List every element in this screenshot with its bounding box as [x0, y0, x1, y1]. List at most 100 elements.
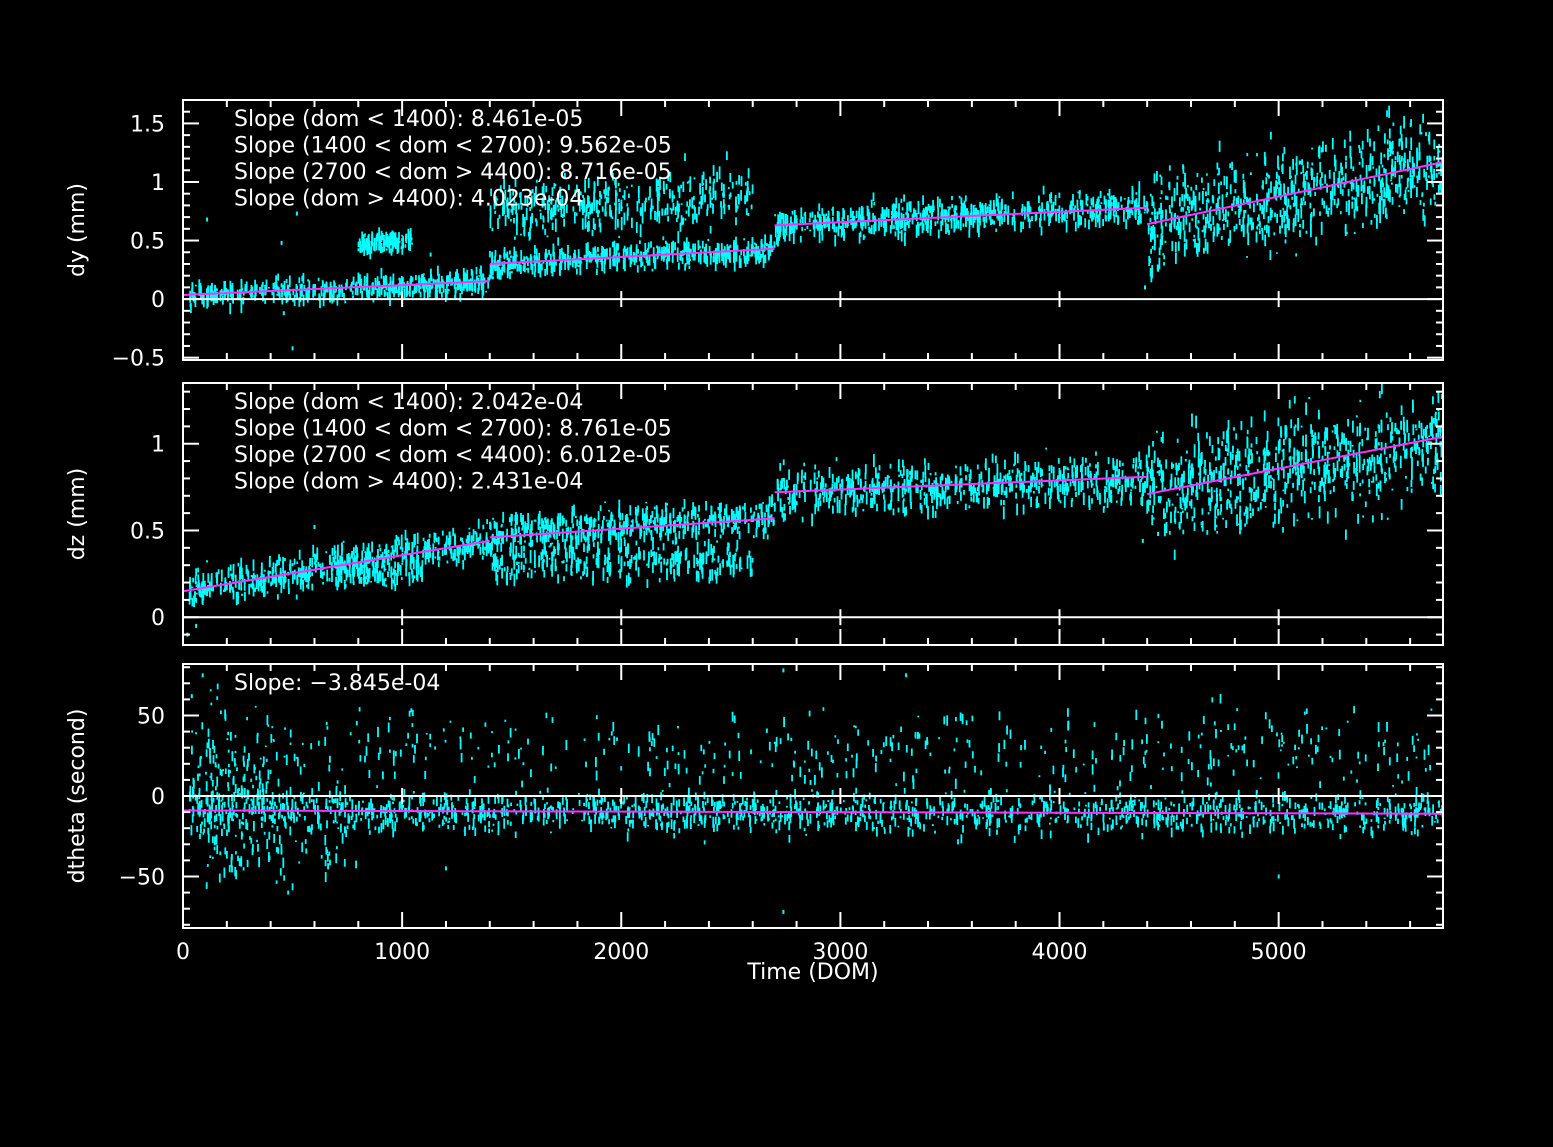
data-point: [261, 563, 263, 574]
data-point: [783, 459, 785, 465]
data-point: [1130, 483, 1132, 486]
data-point: [710, 544, 712, 555]
data-point: [299, 550, 301, 560]
data-point: [609, 553, 611, 560]
y-tick-label: −0.5: [112, 347, 165, 372]
data-point: [736, 549, 738, 552]
data-point: [1179, 197, 1181, 206]
data-point: [631, 555, 633, 564]
data-point: [873, 202, 875, 205]
data-point: [777, 214, 779, 224]
data-point: [1084, 218, 1086, 227]
data-point: [207, 573, 209, 583]
data-point: [609, 248, 611, 257]
data-point: [1023, 505, 1025, 515]
data-point: [241, 300, 243, 313]
data-point: [1021, 479, 1023, 490]
data-point: [353, 277, 355, 285]
data-point: [1187, 194, 1189, 201]
data-point: [600, 505, 602, 511]
data-point: [983, 217, 985, 222]
data-point: [685, 263, 687, 267]
data-point: [1024, 461, 1026, 470]
data-point: [684, 499, 686, 509]
data-point: [1038, 503, 1040, 508]
data-point: [609, 526, 611, 535]
data-point: [1121, 490, 1123, 501]
data-point: [1059, 217, 1061, 219]
data-point: [608, 187, 610, 191]
data-point: [985, 458, 987, 470]
data-point: [682, 257, 684, 264]
data-point: [1074, 205, 1076, 208]
data-point: [301, 571, 303, 584]
data-point: [636, 541, 638, 546]
data-point: [1029, 218, 1031, 228]
data-point: [1226, 194, 1228, 197]
data-point: [924, 498, 926, 505]
data-point: [373, 562, 375, 574]
data-point: [325, 551, 327, 553]
data-point: [385, 578, 387, 581]
data-point: [705, 501, 707, 511]
data-point: [1270, 250, 1272, 260]
data-point: [649, 186, 651, 198]
data-point: [320, 566, 322, 578]
data-point: [434, 556, 436, 558]
data-point: [902, 500, 904, 513]
data-point: [1215, 456, 1217, 460]
data-point: [416, 560, 418, 570]
data-point: [341, 565, 343, 575]
data-point: [479, 533, 481, 539]
data-point: [226, 585, 228, 591]
data-point: [514, 237, 516, 240]
data-point: [570, 565, 572, 575]
data-point: [1222, 219, 1224, 221]
data-point: [642, 203, 644, 216]
data-point: [523, 553, 525, 558]
data-point: [584, 561, 586, 574]
data-point: [814, 472, 816, 483]
data-point: [497, 260, 499, 263]
data-point: [1132, 210, 1134, 215]
data-point: [1400, 160, 1402, 170]
data-point: [194, 592, 196, 598]
data-point: [968, 230, 970, 238]
data-point: [1295, 214, 1297, 226]
data-point: [749, 191, 751, 195]
data-point: [1041, 469, 1043, 476]
data-point: [1023, 483, 1025, 493]
data-point: [810, 480, 812, 491]
data-point: [994, 482, 996, 494]
data-point: [1063, 214, 1065, 220]
data-point: [539, 523, 541, 525]
data-point: [593, 191, 595, 204]
data-point: [720, 535, 722, 539]
data-point: [873, 193, 875, 202]
data-point: [468, 539, 470, 542]
data-point: [1170, 224, 1172, 232]
data-point: [371, 542, 373, 553]
data-point: [1047, 206, 1049, 216]
data-point: [261, 285, 263, 296]
data-point: [596, 559, 598, 568]
data-point: [1003, 500, 1005, 505]
data-point: [927, 222, 929, 225]
data-point: [659, 578, 661, 582]
data-point: [361, 232, 363, 245]
data-point: [993, 221, 995, 225]
data-point: [747, 555, 749, 568]
data-point: [546, 262, 548, 271]
data-point: [555, 219, 557, 232]
data-point: [1135, 486, 1137, 489]
data-point: [698, 505, 700, 511]
data-point: [600, 260, 602, 262]
data-point: [341, 543, 343, 556]
data-point: [1214, 490, 1216, 492]
data-point: [901, 230, 903, 241]
data-point: [518, 565, 520, 574]
data-point: [363, 543, 365, 551]
data-point: [1311, 148, 1313, 150]
data-point: [855, 508, 857, 517]
data-point: [198, 279, 200, 287]
